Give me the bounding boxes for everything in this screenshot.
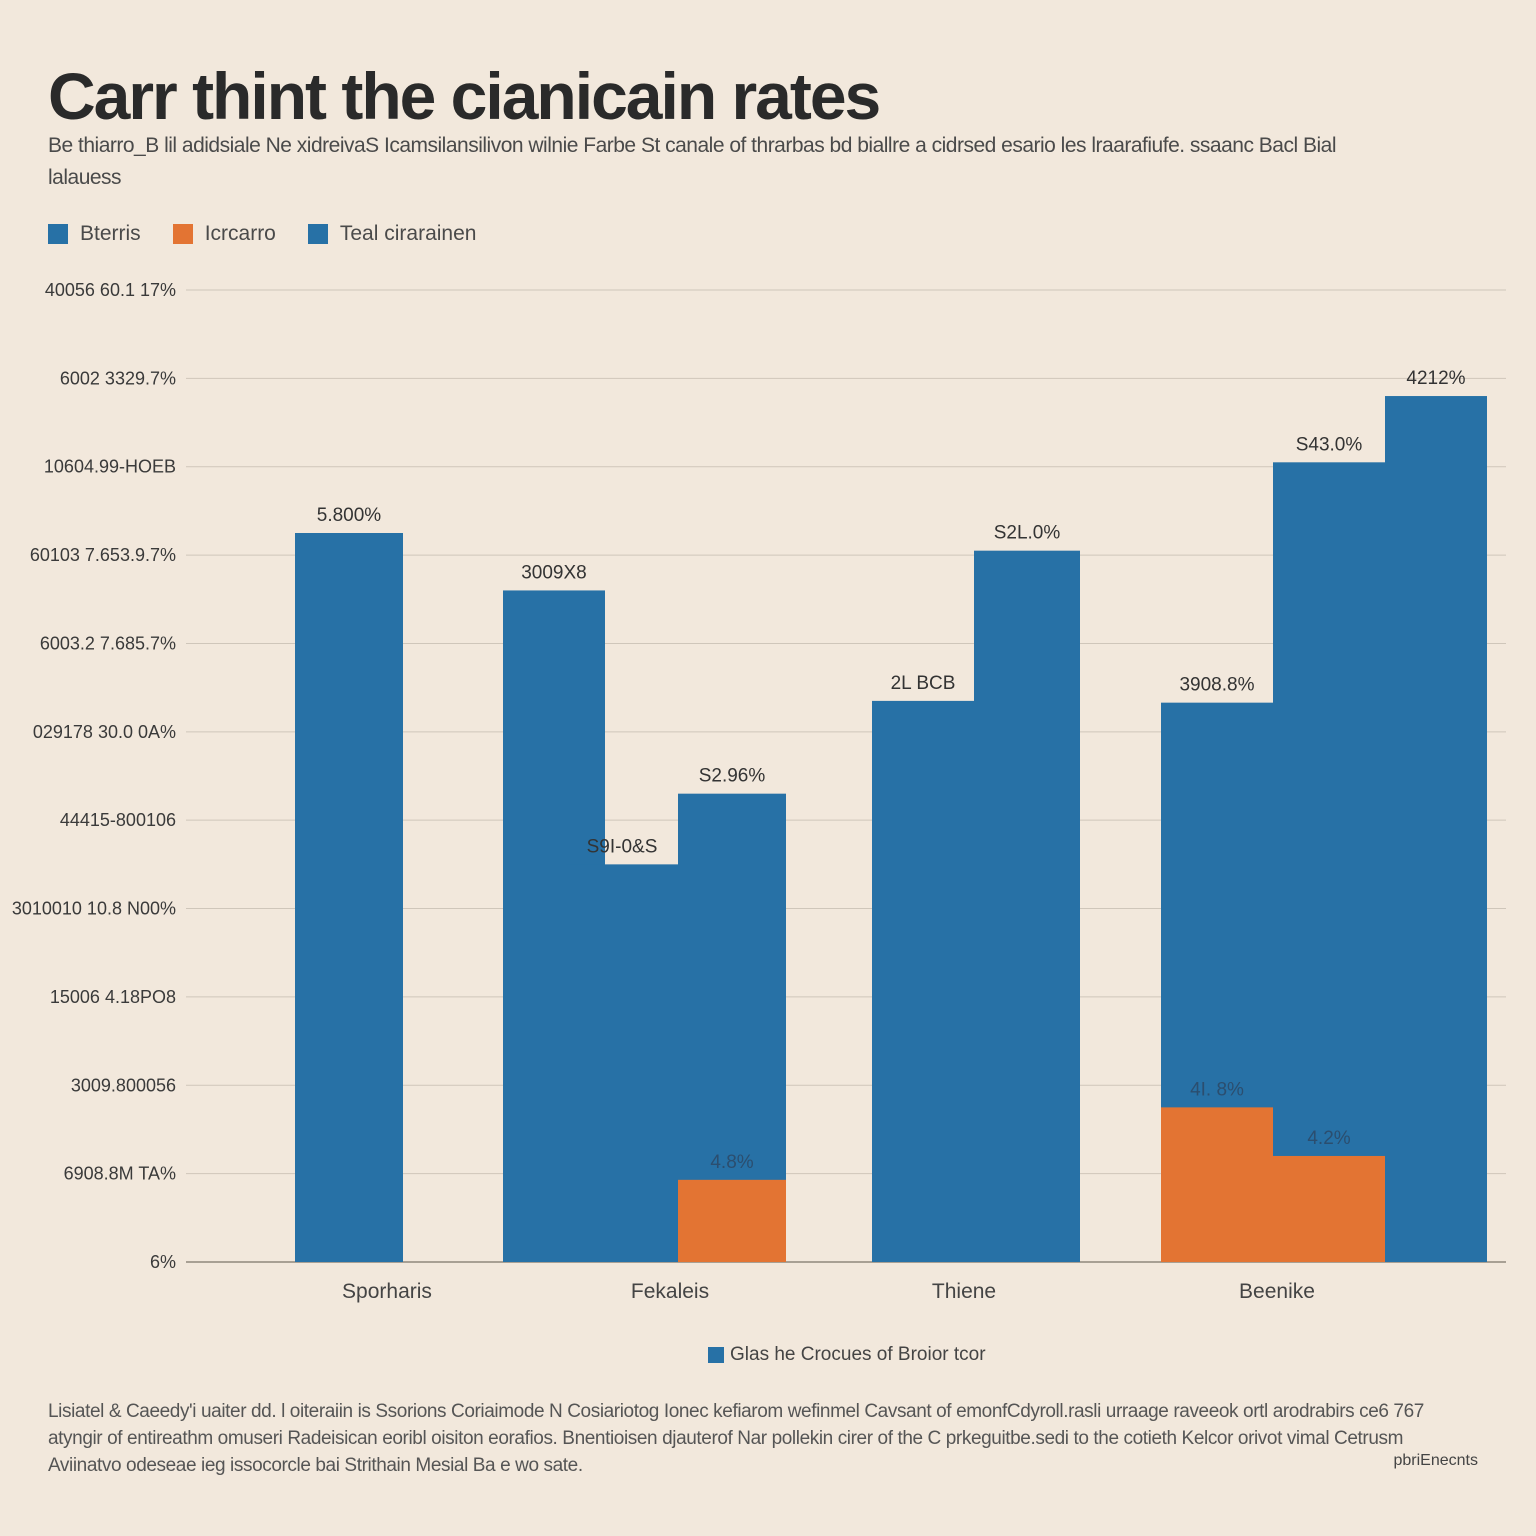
bar-value-label: 2L BCB	[891, 673, 956, 694]
legend-swatch-orange	[172, 224, 193, 244]
legend-swatch-blue	[307, 224, 328, 244]
bar-value-label: 4I. 8%	[1190, 1079, 1244, 1100]
bar	[566, 864, 678, 1262]
bar	[1273, 1155, 1385, 1262]
bottom-legend-label: Glas he Crocues of Broior tcor	[730, 1344, 986, 1365]
x-tick-label: Beenike	[1239, 1280, 1315, 1303]
page-title: Carr thint the cianicain rates	[48, 59, 881, 133]
bar-value-label: 4.2%	[1307, 1128, 1350, 1149]
x-tick-label: Sporharis	[342, 1280, 432, 1303]
bar-value-label: 3009X8	[521, 562, 587, 583]
y-tick-label: 15006 4.18PO8	[50, 987, 176, 1007]
bottom-legend-swatch	[708, 1347, 724, 1363]
bar	[974, 550, 1080, 1262]
y-tick-label: 40056 60.1 17%	[45, 280, 176, 300]
bar-value-label: 4212%	[1406, 368, 1465, 389]
bar-value-label: S9I-0&S	[587, 836, 658, 857]
y-tick-label: 3010010 10.8 N00%	[12, 899, 176, 919]
bar	[1273, 462, 1385, 1262]
legend-label: Icrcarro	[204, 222, 276, 245]
bar-value-label: S2.96%	[699, 766, 766, 787]
y-tick-label: 6002 3329.7%	[60, 368, 176, 388]
y-tick-label: 10604.99-HOEB	[44, 457, 176, 477]
legend-label: Teal cirarainen	[339, 222, 477, 245]
bar	[1385, 396, 1487, 1262]
bar-value-label: S43.0%	[1296, 434, 1363, 455]
y-tick-label: 6003.2 7.685.7%	[40, 633, 176, 653]
chart-legend: Bterris Icrcarro Teal cirarainen	[48, 222, 508, 246]
bar	[295, 533, 403, 1262]
credit: pbriEnecnts	[1393, 1452, 1479, 1469]
footnote: Lisiatel & Caeedy'i uaiter dd. l oiterai…	[48, 1401, 1424, 1476]
bottom-legend: Glas he Crocues of Broior tcor	[708, 1344, 986, 1366]
bar	[1161, 1107, 1273, 1262]
y-tick-label: 6908.8M TA%	[64, 1164, 176, 1184]
x-tick-label: Fekaleis	[631, 1280, 709, 1303]
y-tick-label: 6%	[150, 1252, 176, 1272]
bar-value-label: 3908.8%	[1179, 675, 1254, 696]
chart-subtitle: Be thiarro_B lil adidsiale Ne xidreivaS …	[48, 134, 1337, 189]
bar	[678, 1179, 786, 1262]
y-tick-label: 44415-800106	[60, 810, 176, 830]
x-tick-label: Thiene	[932, 1280, 996, 1303]
legend-swatch-blue	[48, 224, 68, 244]
legend-item-teal: Teal cirarainen	[307, 222, 477, 246]
legend-item-icrcarro: Icrcarro	[172, 222, 276, 246]
bar	[872, 700, 974, 1262]
y-tick-label: 3009.800056	[71, 1075, 176, 1095]
y-tick-label: 60103 7.653.9.7%	[30, 545, 176, 565]
legend-label: Bterris	[80, 222, 141, 245]
legend-item-bterris: Bterris	[48, 222, 141, 246]
bar-value-label: S2L.0%	[994, 523, 1061, 544]
bar-value-label: 4.8%	[710, 1152, 753, 1173]
bar-value-label: 5.800%	[317, 505, 382, 526]
y-tick-label: 029178 30.0 0A%	[33, 722, 176, 742]
